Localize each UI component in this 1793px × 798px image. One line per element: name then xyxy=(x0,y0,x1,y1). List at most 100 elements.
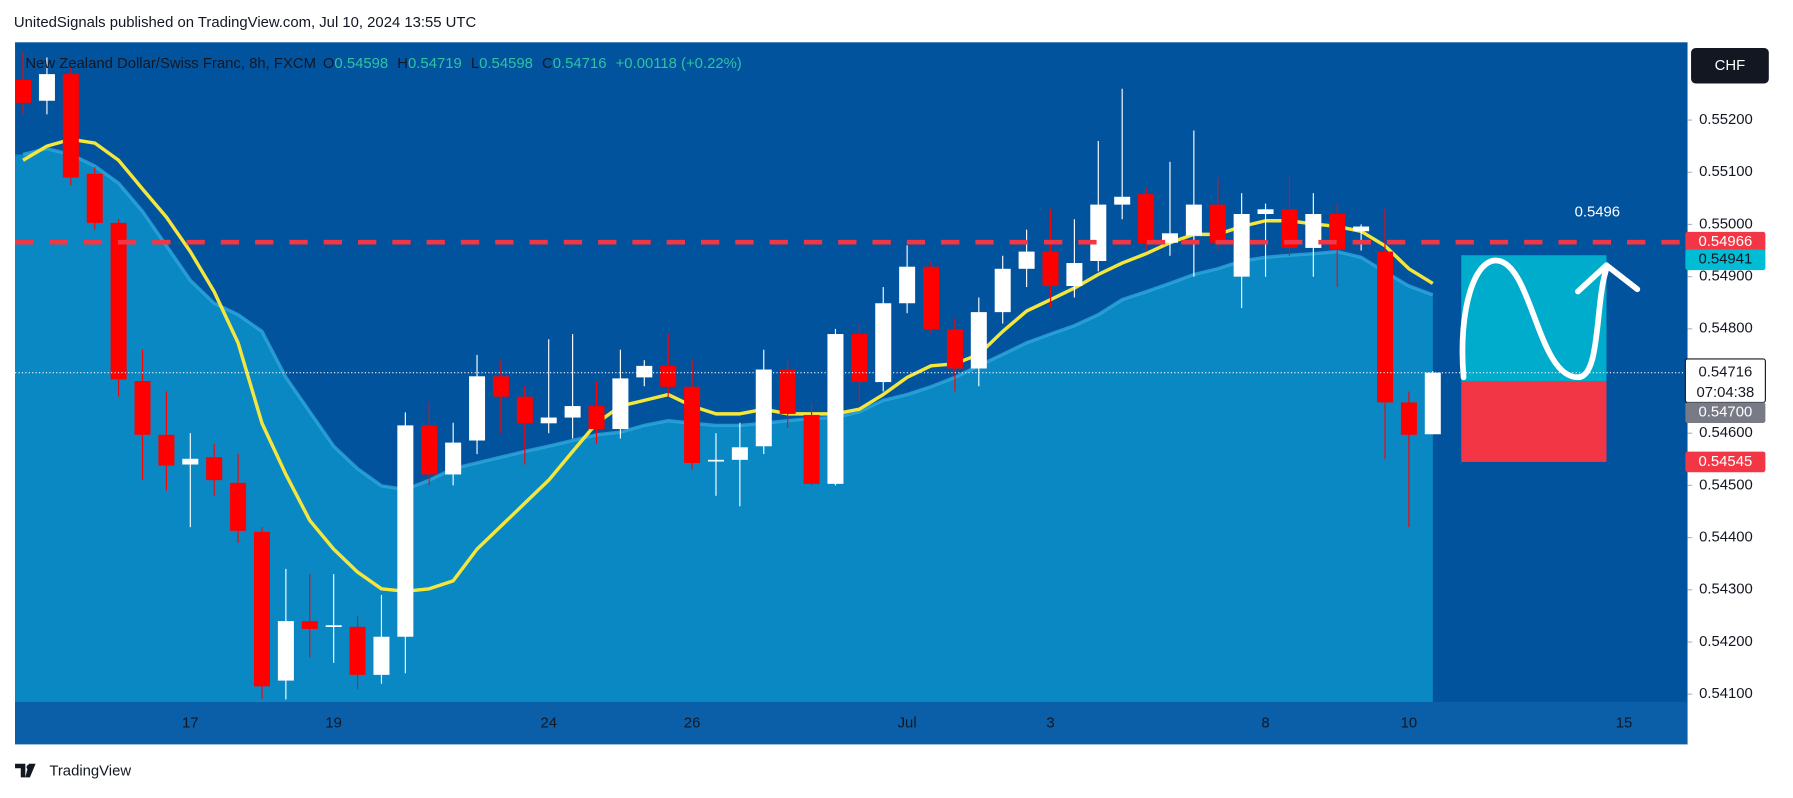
legend-change: +0.00118 (+0.22%) xyxy=(616,56,742,72)
candle-body xyxy=(684,386,701,463)
candle-body xyxy=(899,266,916,304)
bar-countdown: 07:04:38 xyxy=(1696,385,1754,401)
candle-body xyxy=(206,457,223,481)
legend-h-label: H xyxy=(397,56,408,72)
candle-body xyxy=(301,621,318,629)
x-tick-label: 17 xyxy=(182,716,199,732)
stop-tag-bg xyxy=(1685,451,1766,473)
candle-body xyxy=(445,442,462,475)
current-price-tag: 0.54716 xyxy=(1699,365,1753,381)
entry-tag-bg xyxy=(1685,402,1766,423)
candle-body xyxy=(731,447,748,460)
candle-body xyxy=(612,378,629,430)
candle-body xyxy=(86,173,103,223)
x-tick-label: 8 xyxy=(1261,716,1269,732)
time-axis-strip xyxy=(15,701,1688,745)
legend-l-label: L xyxy=(471,56,479,72)
candle-body xyxy=(1257,209,1274,215)
forecast-curve xyxy=(1459,257,1610,381)
candle-body xyxy=(707,459,724,462)
y-tick-label: 0.55100 xyxy=(1699,164,1753,180)
candle-body xyxy=(349,626,366,675)
candle-body xyxy=(1353,226,1370,232)
candle-body xyxy=(15,79,32,103)
candle-body xyxy=(1161,233,1178,243)
candle-body xyxy=(1233,214,1250,277)
x-tick-label: 10 xyxy=(1401,716,1418,732)
y-tick-label: 0.54300 xyxy=(1699,582,1753,598)
resistance-tag-bg xyxy=(1685,231,1766,253)
footer-brand: TradingView xyxy=(49,764,131,780)
candle-body xyxy=(970,312,987,369)
legend-low: 0.54598 xyxy=(479,56,533,72)
candle-body xyxy=(158,434,175,466)
entry-tag: 0.54700 xyxy=(1699,405,1753,421)
candle-body xyxy=(923,266,940,330)
legend-close: 0.54716 xyxy=(553,56,607,72)
candle-body xyxy=(946,329,963,369)
area-fill xyxy=(15,148,1433,702)
candle-body xyxy=(421,425,438,475)
candle-body xyxy=(62,74,79,178)
candle-body xyxy=(1424,372,1441,435)
y-tick-label: 0.55000 xyxy=(1699,216,1753,232)
main-layer xyxy=(15,51,1607,700)
candle-body xyxy=(230,482,247,531)
candle-body xyxy=(397,425,414,637)
target-tag-bg xyxy=(1685,249,1766,271)
candle-body xyxy=(1066,263,1083,287)
candle-body xyxy=(564,406,581,418)
stop-tag: 0.54545 xyxy=(1699,454,1753,470)
forecast-arrowhead xyxy=(1575,262,1641,295)
candle-body xyxy=(1185,204,1202,236)
candle-body xyxy=(1377,251,1394,403)
candle-body xyxy=(492,376,509,397)
candle-body xyxy=(516,396,533,424)
y-tick-label: 0.54900 xyxy=(1699,269,1753,285)
currency-button[interactable] xyxy=(1691,48,1769,84)
legend-open: 0.54598 xyxy=(334,56,388,72)
candle-body xyxy=(1042,251,1059,287)
candle-body xyxy=(1114,196,1131,205)
candle-body xyxy=(803,414,820,484)
candle-body xyxy=(827,334,844,484)
x-tick-label: 26 xyxy=(684,716,701,732)
candle-body xyxy=(660,365,677,387)
x-tick-label: Jul xyxy=(898,716,917,732)
candle-body xyxy=(636,365,653,378)
area-line xyxy=(22,146,1434,492)
candle-body xyxy=(994,268,1011,313)
candle-body xyxy=(588,406,605,430)
candle-body xyxy=(134,381,151,435)
candle-body xyxy=(851,334,868,383)
y-tick-label: 0.54500 xyxy=(1699,477,1753,493)
candle-body xyxy=(325,625,342,627)
candle-body xyxy=(1138,194,1155,244)
candle-body xyxy=(1281,209,1298,248)
candle-body xyxy=(540,417,557,424)
currency-label[interactable]: CHF xyxy=(1715,58,1746,74)
x-tick-label: 24 xyxy=(540,716,557,732)
candle-body xyxy=(1018,251,1035,269)
legend-high: 0.54719 xyxy=(408,56,462,72)
candle-body xyxy=(38,74,55,101)
candle-body xyxy=(110,222,127,380)
candle-body xyxy=(277,621,294,681)
y-tick-label: 0.54400 xyxy=(1699,530,1753,546)
x-tick-label: 15 xyxy=(1616,716,1633,732)
target-tag: 0.54941 xyxy=(1699,252,1753,268)
candle-body xyxy=(875,303,892,383)
legend: New Zealand Dollar/Swiss Franc, 8h, FXCM… xyxy=(25,56,741,72)
y-tick-label: 0.54600 xyxy=(1699,425,1753,441)
candle-body xyxy=(253,531,270,687)
candle-body xyxy=(755,369,772,447)
y-tick-label: 0.54800 xyxy=(1699,321,1753,337)
symbol-title: New Zealand Dollar/Swiss Franc, 8h, FXCM xyxy=(25,56,316,72)
logo-dot xyxy=(26,764,32,770)
candle-body xyxy=(182,458,199,465)
candle-body xyxy=(469,376,486,441)
candle-body xyxy=(373,636,390,675)
stop-zone xyxy=(1461,381,1607,462)
candle-body xyxy=(1400,402,1417,435)
